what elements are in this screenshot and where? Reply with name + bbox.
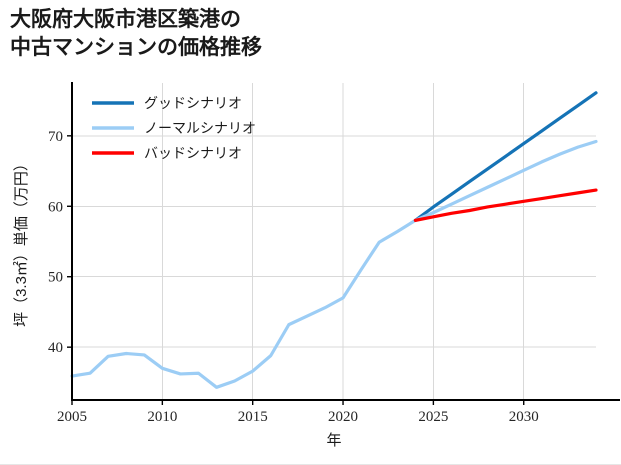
series-paths xyxy=(70,91,598,389)
legend-label-0: グッドシナリオ xyxy=(144,95,242,111)
chart-title: 大阪府大阪市港区築港の 中古マンションの価格推移 xyxy=(10,6,610,63)
x-axis-tick-label: 2015 xyxy=(238,409,268,425)
series-line-bad xyxy=(413,188,598,222)
x-axis-tick-label: 2020 xyxy=(328,409,358,425)
x-axis-tick-label: 2010 xyxy=(147,409,177,425)
chart-title-line-1: 大阪府大阪市港区築港の xyxy=(10,8,241,31)
series-line-good xyxy=(413,91,598,222)
x-axis-tick-label: 2030 xyxy=(509,409,539,425)
axes xyxy=(67,82,620,405)
gridlines xyxy=(71,83,596,400)
legend-label-1: ノーマルシナリオ xyxy=(144,120,256,136)
tick-labels: 40 50 60 70 2005 2010 2015 2020 2025 2030 xyxy=(48,129,539,425)
y-axis-tick-label: 50 xyxy=(48,270,63,286)
axis-titles: 坪（3.3㎡）単価（万円） 年 xyxy=(13,156,342,449)
y-axis-tick-label: 70 xyxy=(48,129,63,145)
legend-label-2: バッドシナリオ xyxy=(144,145,242,161)
x-axis-title: 年 xyxy=(326,432,341,449)
y-axis-tick-label: 40 xyxy=(48,340,63,356)
y-axis-tick-label: 60 xyxy=(48,199,63,215)
y-axis-title: 坪（3.3㎡）単価（万円） xyxy=(13,156,30,327)
series-line-normal xyxy=(70,139,598,389)
x-axis-tick-label: 2025 xyxy=(418,409,448,425)
x-axis-tick-label: 2005 xyxy=(57,409,87,425)
chart-title-line-2: 中古マンションの価格推移 xyxy=(10,36,262,60)
